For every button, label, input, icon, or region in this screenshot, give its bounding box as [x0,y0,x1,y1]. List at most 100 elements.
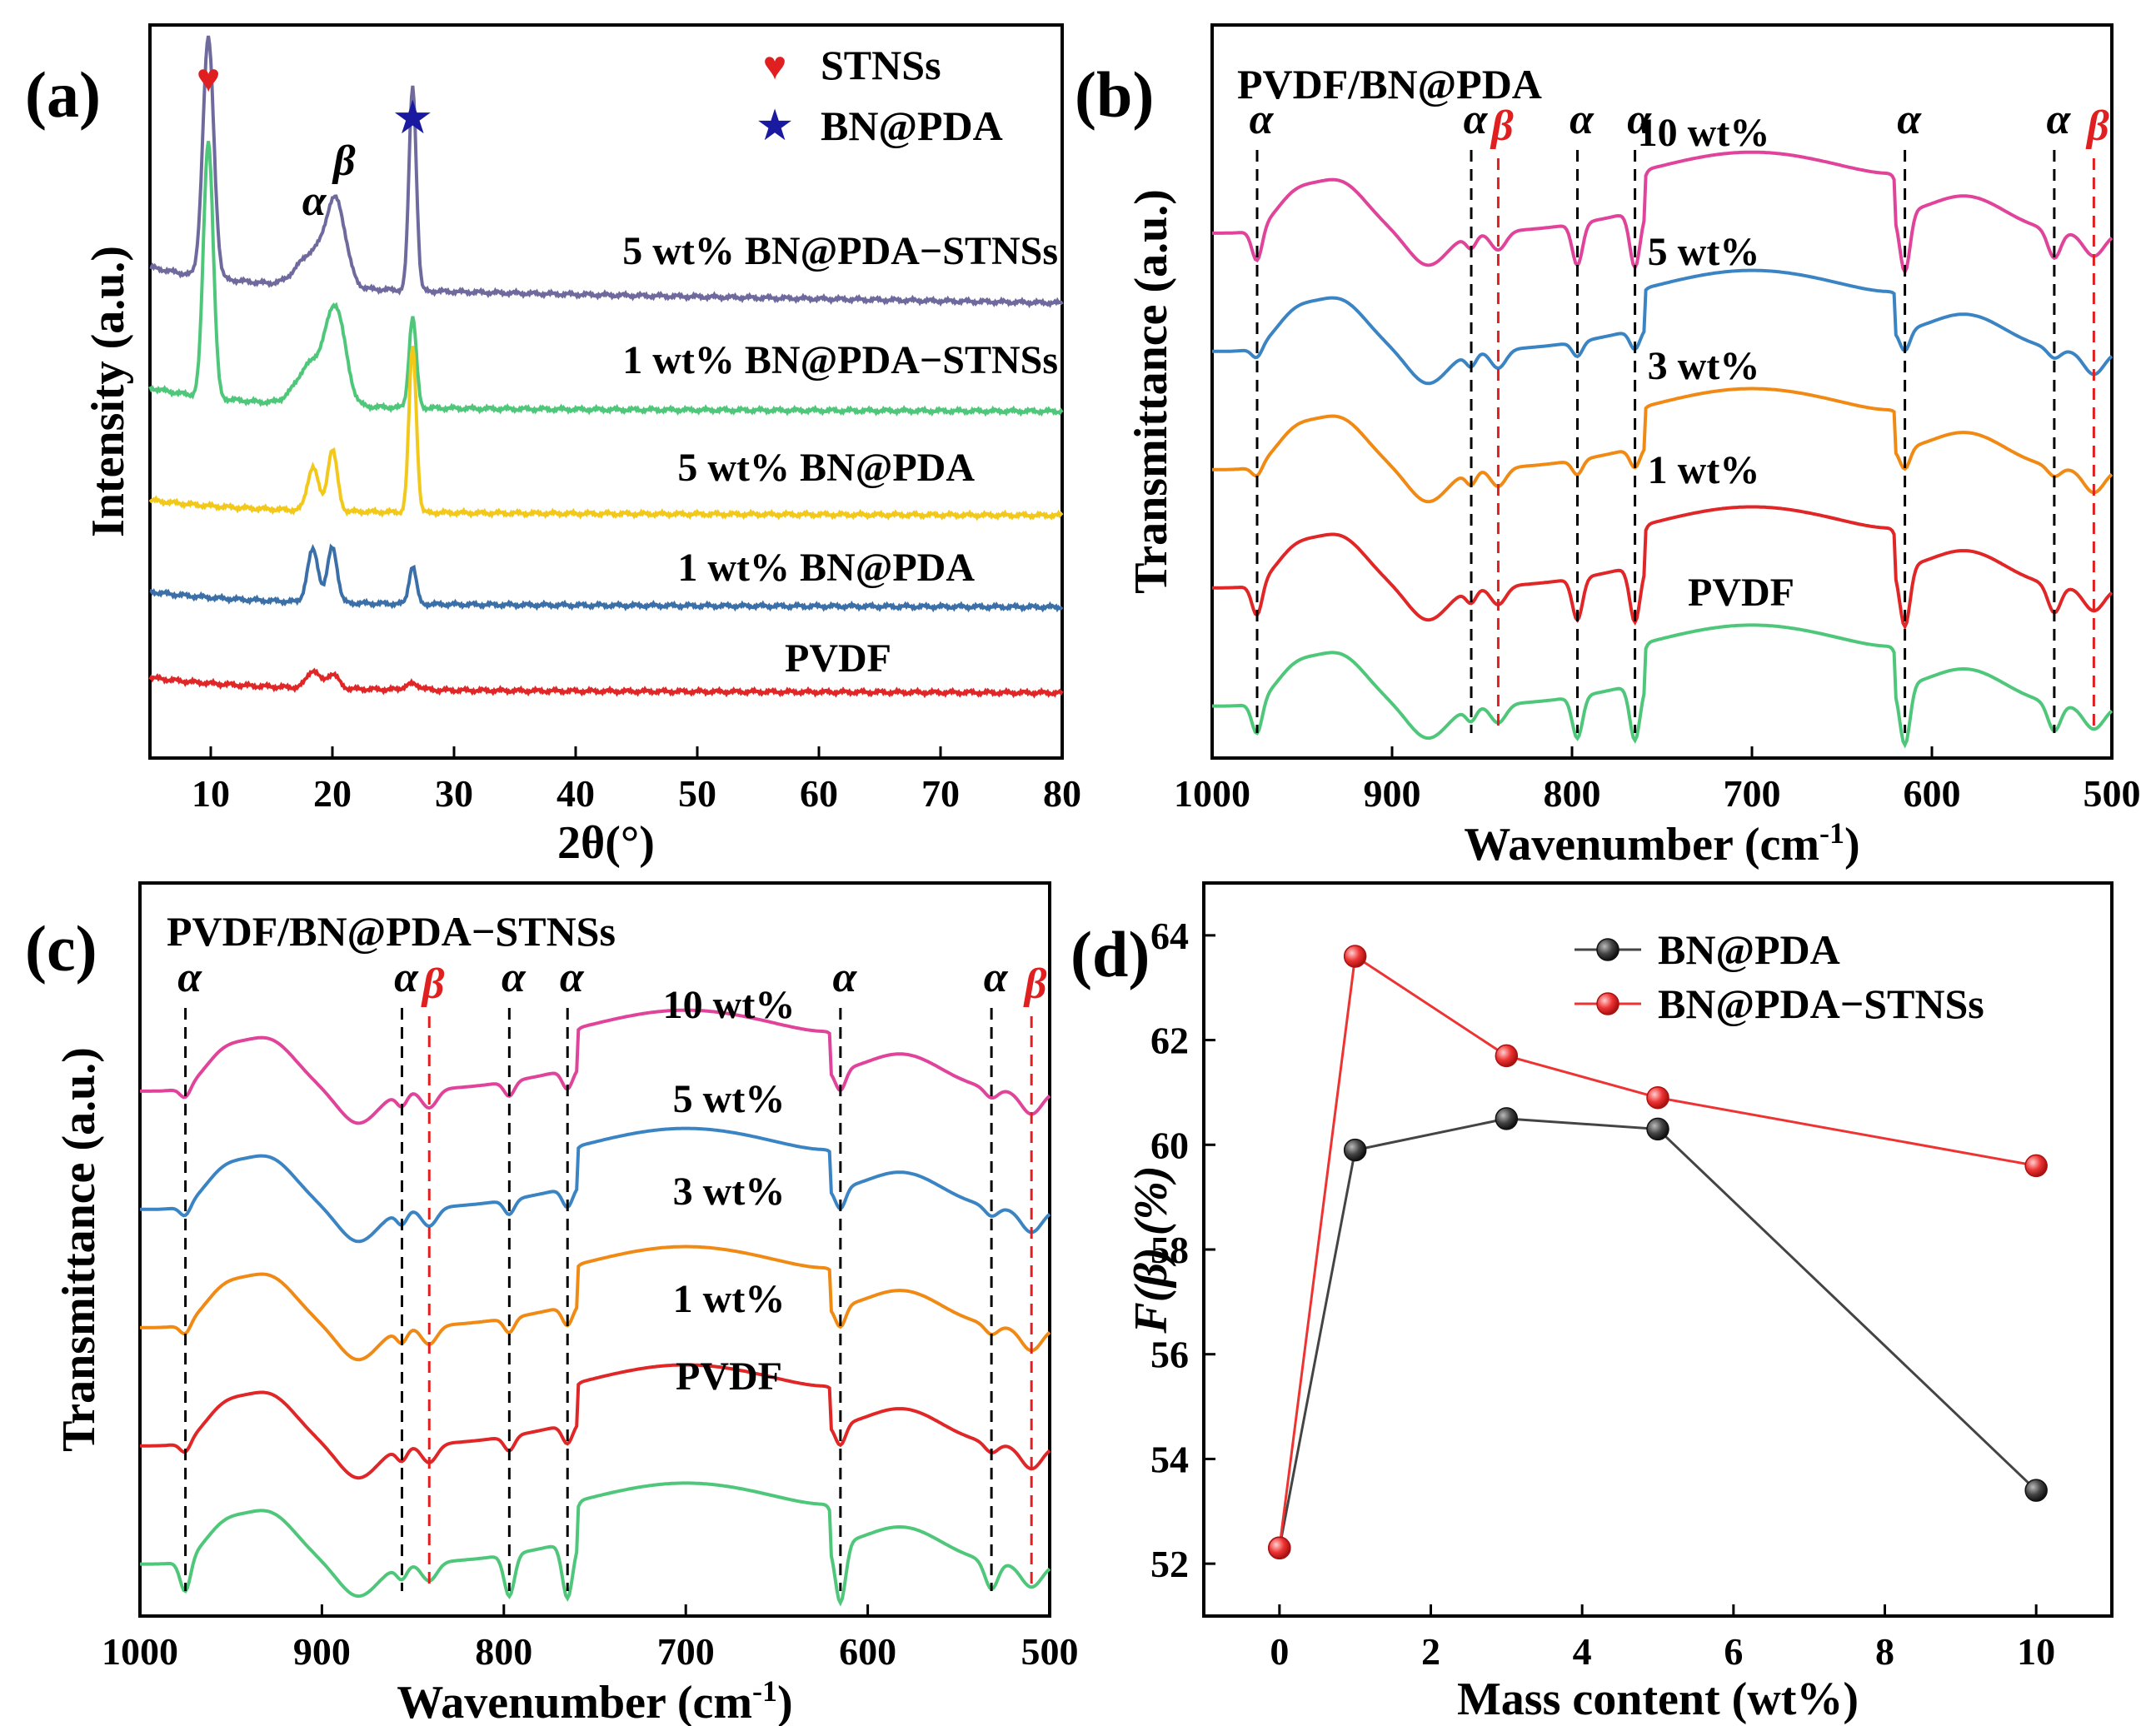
data-point [2024,1479,2048,1502]
ftir-series-1 [1212,268,2114,386]
x-axis-label-end: ) [1844,819,1860,870]
beta-label: β [332,137,356,185]
x-tick-label: 700 [1724,772,1781,815]
y-axis-label: Transmittance (a.u.) [1125,189,1177,594]
x-tick-label: 80 [1043,772,1081,815]
panel-d-beta-fraction: 0 2 4 6 8 10 52 54 56 58 60 62 64(d) F(β) (%) Mass con… [1071,881,2114,1725]
data-point [1646,1117,1669,1141]
x-tick-label: 600 [1904,772,1961,815]
xrd-series-0 [149,35,1064,309]
panel-label: (c) [25,912,97,985]
x-tick-label: 6 [1724,1630,1743,1673]
xrd-series-4 [148,667,1064,699]
y-tick-label: 62 [1150,1020,1189,1062]
alpha-label: α [1250,96,1275,143]
legend-marker [1596,992,1619,1015]
x-tick-label: 0 [1270,1630,1289,1673]
x-tick-label: 30 [435,772,473,815]
x-tick-label: 800 [475,1630,532,1673]
x-axis-label: 2θ(°) [557,817,655,869]
x-tick-label: 600 [839,1630,896,1673]
alpha-label: α [984,954,1009,1001]
series-line-1 [1278,954,2037,1549]
x-tick-label: 1000 [102,1630,178,1673]
series-label: 5 wt% [673,1077,786,1121]
series-label: 1 wt% BN@PDA−STNSs [622,338,1058,382]
x-tick-label: 800 [1544,772,1601,815]
panel-c-ftir: 1000 900 800 700 600 500 (c) PVDF/BN@PDA−STNSs T… [25,881,1079,1726]
alpha-label: α [560,954,585,1001]
x-tick-label: 60 [800,772,838,815]
series-label: 1 wt% [673,1277,786,1321]
x-tick-label: 10 [192,772,230,815]
series-label: 3 wt% [1648,344,1760,388]
plot-frame [1210,23,2114,760]
x-axis-label: Mass content (wt%) [1457,1674,1859,1725]
series-label: 5 wt% [1648,230,1760,274]
series-label: 1 wt% BN@PDA [677,546,975,590]
x-tick-label: 500 [1021,1630,1079,1673]
series-label: PVDF [1688,571,1794,615]
star-marker: ★ [392,92,433,144]
data-point [2024,1154,2048,1178]
plot-frame [138,881,1051,1618]
ftir-series-0 [140,1008,1051,1125]
alpha-label: α [1570,96,1595,143]
alpha-label: α [394,954,419,1001]
data-point [1495,1044,1519,1068]
x-tick-label: 40 [556,772,595,815]
x-tick-label: 900 [1364,772,1421,815]
x-axis-label: Wavenumber (cm-1) [1464,816,1859,870]
x-tick-label: 8 [1875,1630,1894,1673]
xrd-series-3 [149,543,1064,613]
panel-a-xrd: 10 20 30 40 50 60 70 80 (a) Intensity (a.u.) 2θ(°)… [25,23,1081,869]
x-tick-label: 500 [2084,772,2141,815]
panel-label: (a) [25,58,101,131]
alpha-label: α [1897,96,1922,143]
beta-label: β [2085,102,2109,150]
y-axis-label: F(β) (%) [1125,1165,1177,1334]
y-tick-label: 64 [1150,915,1189,957]
series-label: 10 wt% [1638,111,1770,155]
alpha-label: α [2046,96,2071,143]
legend-label: BN@PDA [1658,926,1840,973]
x-tick-label: 50 [678,772,716,815]
ftir-series-2 [140,1245,1051,1362]
beta-label: β [1023,960,1047,1008]
y-tick-label: 52 [1150,1543,1189,1585]
alpha-label: α [177,954,202,1001]
xrd-series-2 [148,346,1064,521]
xrd-series-1 [148,141,1064,417]
x-axis-label-sup: -1 [1819,816,1844,850]
series-label: PVDF [785,636,891,681]
x-axis-label-sup: -1 [752,1674,777,1708]
x-axis-label-end: ) [777,1677,793,1726]
series-label: 5 wt% BN@PDA−STNSs [622,229,1058,273]
alpha-label: α [1464,96,1489,143]
beta-label: β [421,960,445,1008]
alpha-label: α [502,954,527,1001]
alpha-label: α [1627,96,1652,143]
data-point [1646,1085,1669,1110]
x-tick-label: 20 [313,772,352,815]
x-tick-label: 70 [921,772,960,815]
ftir-series-4 [1212,623,2114,749]
y-axis-label: Intensity (a.u.) [82,246,134,537]
ftir-series-3 [1212,505,2114,631]
x-tick-label: 700 [657,1630,715,1673]
beta-label: β [1490,102,1514,150]
panel-subtitle: PVDF/BN@PDA−STNSs [167,908,616,955]
x-tick-label: 10 [2017,1630,2055,1673]
y-tick-label: 60 [1150,1124,1189,1166]
legend-heart-icon: ♥ [763,44,787,88]
series-label: PVDF [676,1354,782,1399]
x-tick-label: 2 [1421,1630,1440,1673]
legend-label: BN@PDA−STNSs [1658,980,1984,1027]
panel-label: (b) [1075,58,1154,131]
series-label: 5 wt% BN@PDA [677,446,975,490]
ftir-series-0 [1212,150,2114,276]
ftir-series-4 [140,1481,1051,1607]
panel-label: (d) [1071,918,1150,990]
heart-marker: ♥ [197,57,221,101]
